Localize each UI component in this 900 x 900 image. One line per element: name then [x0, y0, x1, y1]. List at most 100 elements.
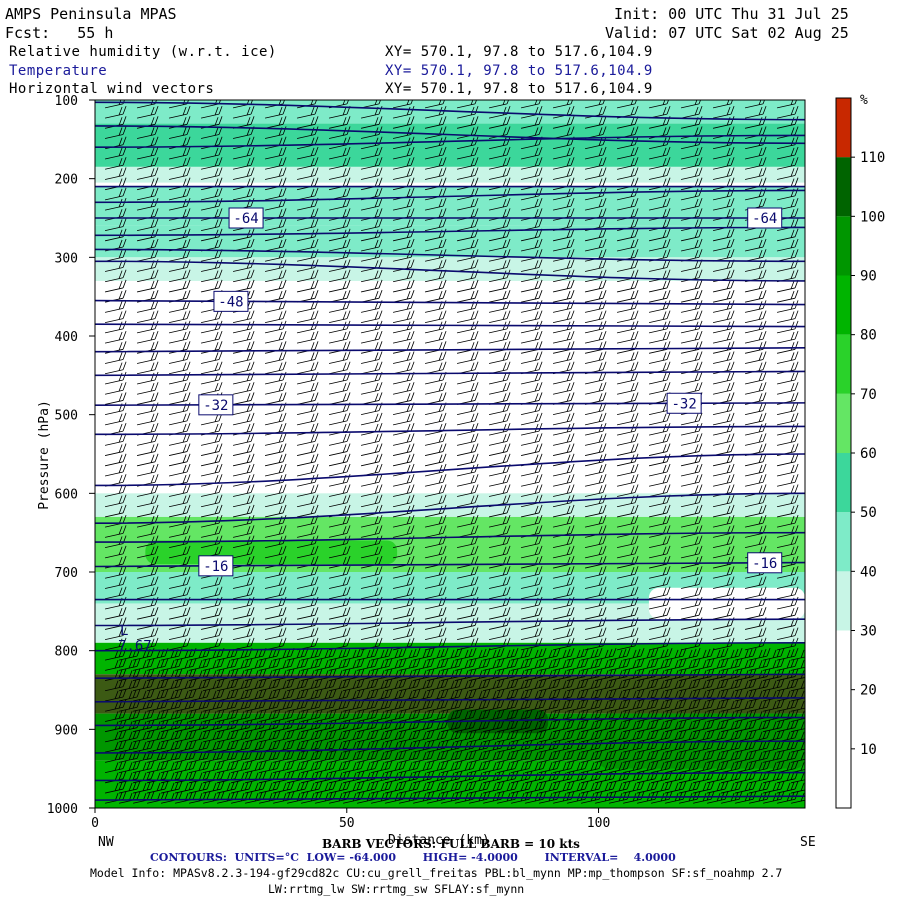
wind-barb-feather — [562, 690, 567, 699]
wind-barb-feather — [128, 659, 133, 669]
wind-barb-feather — [286, 648, 291, 658]
wind-barb — [296, 338, 316, 344]
wind-barb-feather — [534, 188, 539, 197]
wind-barb-feather — [794, 351, 799, 360]
wind-barb-feather — [406, 157, 411, 167]
wind-barb-feather — [602, 474, 607, 483]
wind-barb-feather — [470, 444, 475, 453]
wind-barb-feather — [534, 434, 539, 443]
wind-barb-feather — [314, 669, 319, 678]
wind-barb-feather — [666, 177, 671, 186]
wind-barb-feather — [356, 659, 361, 668]
wind-barb-feather — [198, 700, 203, 710]
wind-barb-feather — [758, 229, 763, 238]
wind-barb-feather — [660, 680, 665, 689]
wind-barb-feather — [538, 596, 543, 606]
wind-barb — [424, 389, 444, 395]
wind-barb-feather — [804, 676, 805, 678]
wind-barb — [680, 205, 700, 211]
wind-barb-feather — [182, 219, 187, 228]
wind-barb-feather — [146, 710, 151, 719]
wind-barb-feather — [634, 504, 639, 514]
wind-barb — [424, 625, 444, 630]
wind-barb — [584, 553, 604, 559]
wind-barb-feather — [324, 690, 329, 699]
wind-barb-feather — [762, 535, 767, 544]
wind-barb-feather — [662, 413, 667, 422]
wind-barb-feather — [506, 586, 511, 595]
wind-barb-feather — [438, 587, 443, 596]
wind-barb-feather — [282, 422, 287, 432]
wind-barb-feather — [570, 412, 575, 422]
wind-barb — [456, 389, 476, 395]
wind-barb-feather — [310, 423, 315, 433]
wind-barb-feather — [218, 330, 223, 340]
wind-barb-feather — [338, 700, 343, 710]
wind-barb — [296, 123, 316, 129]
wind-barb-feather — [206, 678, 211, 687]
wind-barb-feather — [246, 117, 251, 126]
wind-barb-feather — [506, 596, 511, 606]
wind-barb — [136, 359, 156, 364]
wind-barb — [104, 103, 124, 109]
wind-barb-feather — [470, 168, 475, 177]
wind-barb — [520, 430, 540, 436]
wind-barb-feather — [346, 555, 351, 565]
wind-barb-feather — [250, 310, 255, 319]
wind-barb-feather — [674, 700, 679, 710]
wind-barb-feather — [630, 168, 635, 177]
wind-barb-feather — [634, 167, 639, 176]
wind-barb — [424, 318, 444, 324]
wind-barb-feather — [374, 556, 379, 566]
wind-barb — [104, 226, 124, 231]
wind-barb-feather — [450, 700, 455, 710]
wind-barb — [456, 144, 476, 150]
wind-barb — [520, 440, 540, 446]
wind-barb-feather — [310, 618, 315, 627]
wind-barb-feather — [502, 515, 507, 525]
wind-barb-feather — [378, 484, 383, 493]
wind-barb-feather — [698, 627, 703, 636]
wind-barb-feather — [662, 270, 667, 279]
wind-barb-feather — [356, 699, 361, 709]
wind-barb-feather — [566, 117, 571, 126]
wind-barb-feather — [534, 372, 539, 382]
wind-barb-feather — [602, 525, 607, 534]
wind-barb-feather — [726, 352, 731, 361]
wind-barb-feather — [214, 198, 219, 208]
wind-barb-feather — [730, 146, 735, 156]
wind-barb-feather — [282, 659, 287, 669]
wind-barb — [296, 573, 316, 579]
wind-barb-feather — [324, 649, 329, 659]
wind-barb-feather — [268, 649, 273, 659]
wind-barb — [680, 512, 700, 518]
wind-barb — [616, 553, 636, 559]
wind-barb-feather — [762, 689, 767, 699]
wind-barb — [744, 195, 764, 201]
wind-barb-feather — [310, 577, 315, 586]
wind-barb-feather — [240, 680, 245, 689]
wind-barb-feather — [278, 301, 283, 310]
wind-barb-feather — [762, 474, 767, 483]
wind-barb-feather — [278, 526, 283, 535]
wind-barb — [328, 205, 348, 211]
wind-barb — [168, 389, 188, 395]
wind-barb-feather — [268, 680, 273, 689]
wind-barb-feather — [410, 525, 415, 534]
wind-barb — [456, 625, 476, 630]
wind-barb-feather — [562, 670, 567, 679]
wind-barb-feather — [570, 504, 575, 514]
wind-barb-feather — [150, 505, 155, 514]
wind-barb-feather — [566, 475, 571, 484]
wind-barb-feather — [640, 647, 645, 657]
wind-barb-feather — [506, 525, 511, 534]
wind-barb-feather — [726, 178, 731, 187]
wind-barb — [680, 461, 700, 467]
wind-barb-feather — [566, 567, 571, 576]
wind-barb-feather — [758, 250, 763, 259]
wind-barb-feather — [662, 577, 667, 586]
wind-barb-feather — [374, 638, 379, 647]
wind-barb-feather — [668, 678, 673, 687]
wind-barb — [488, 553, 508, 559]
wind-barb-feather — [598, 127, 603, 136]
